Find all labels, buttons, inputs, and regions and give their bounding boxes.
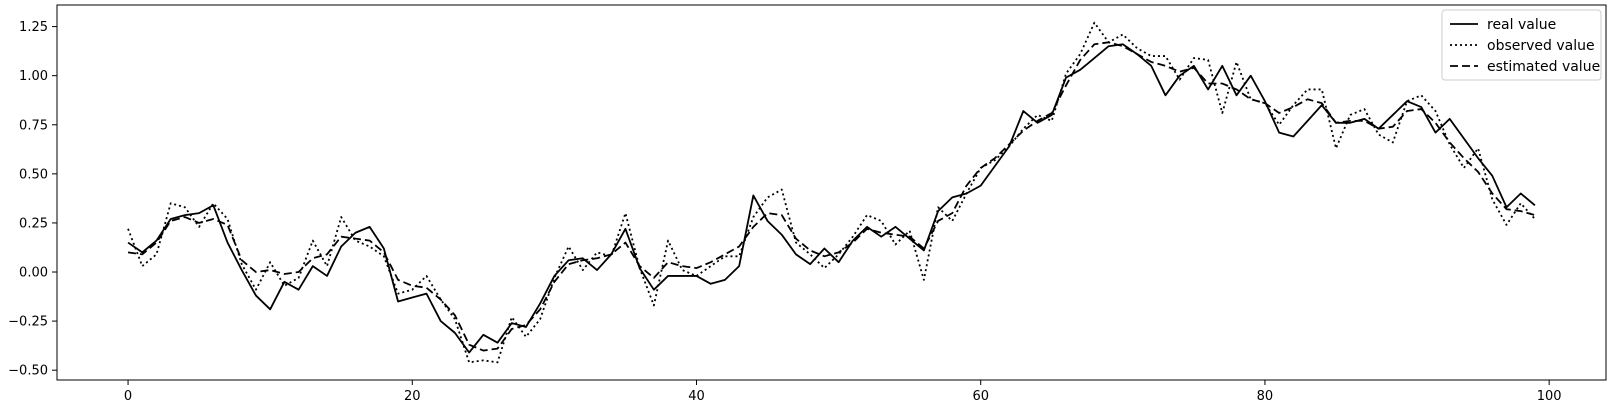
x-tick-label: 80 [1257, 389, 1274, 404]
legend-label: real value [1487, 17, 1556, 33]
x-tick-label: 20 [404, 389, 421, 404]
series-line-real-value [127, 43, 1536, 354]
y-axis: −0.50 −0.25 0.00 0.25 0.50 0.75 1.00 1.25 [8, 20, 57, 379]
y-tick-label: 0.50 [19, 167, 48, 182]
legend-label: observed value [1487, 38, 1595, 54]
legend-label: estimated value [1487, 59, 1600, 75]
y-tick-label: 0.00 [19, 266, 48, 281]
legend: real value observed value estimated value [1441, 9, 1602, 81]
y-tick-label: 0.25 [19, 216, 48, 231]
x-tick-label: 40 [688, 389, 705, 404]
y-tick-label: 1.00 [19, 69, 48, 84]
series-line-observed-value [127, 21, 1536, 364]
legend-box [1441, 9, 1602, 81]
x-tick-label: 60 [972, 389, 989, 404]
y-tick-label: 1.25 [19, 20, 48, 35]
plot-frame [56, 4, 1607, 381]
series-line-estimated-value [127, 41, 1536, 352]
x-axis: 0 20 40 60 80 100 [124, 380, 1562, 404]
y-tick-label: −0.25 [8, 315, 48, 330]
y-tick-label: −0.50 [8, 364, 48, 379]
x-tick-label: 0 [124, 389, 132, 404]
series-lines [127, 21, 1536, 364]
x-tick-label: 100 [1537, 389, 1562, 404]
y-tick-label: 0.75 [19, 118, 48, 133]
